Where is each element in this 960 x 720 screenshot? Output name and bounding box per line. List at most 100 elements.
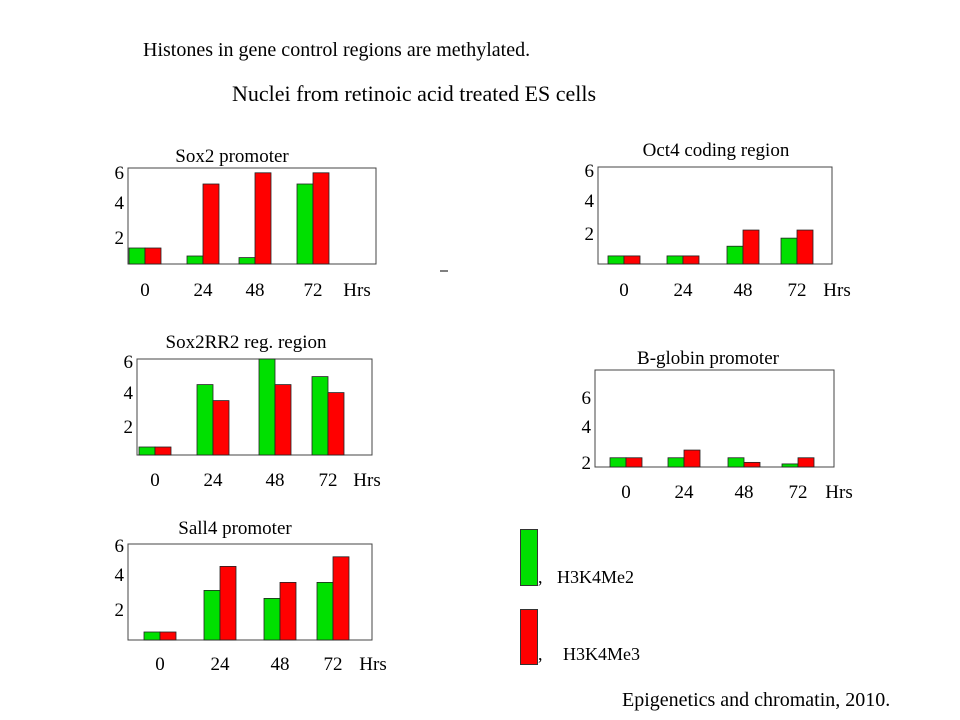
bar-h3k4me3-24: [683, 449, 701, 468]
bar-h3k4me2-72: [316, 582, 334, 641]
y-tick-label: 6: [582, 388, 592, 409]
bar-h3k4me3-0: [144, 247, 162, 265]
x-tick-label: 24: [211, 654, 231, 675]
y-tick-label: 4: [582, 417, 592, 438]
bar-h3k4me2-0: [143, 631, 161, 641]
bar-h3k4me3-72: [332, 556, 350, 641]
x-tick-label: 72: [304, 280, 323, 301]
bar-h3k4me3-0: [159, 631, 177, 641]
bar-h3k4me2-0: [128, 247, 146, 265]
x-tick-label: 48: [271, 654, 290, 675]
bar-h3k4me2-72: [296, 183, 314, 265]
y-tick-label: 2: [115, 600, 125, 621]
plot-frame: [594, 369, 835, 468]
y-tick-label: 2: [124, 417, 134, 438]
y-tick-label: 4: [585, 191, 595, 212]
x-unit-label: Hrs: [343, 280, 370, 301]
x-tick-label: 72: [789, 482, 808, 503]
y-tick-label: 6: [115, 536, 125, 557]
bar-h3k4me2-24: [196, 384, 214, 456]
chart-title: B-globin promoter: [637, 348, 780, 369]
citation: Epigenetics and chromatin, 2010.: [622, 689, 891, 711]
bar-h3k4me3-72: [797, 457, 815, 468]
bar-h3k4me2-0: [607, 255, 625, 265]
x-tick-label: 0: [150, 470, 160, 491]
bar-h3k4me2-48: [726, 245, 744, 265]
y-tick-label: 6: [585, 161, 595, 182]
bar-h3k4me3-24: [219, 566, 237, 641]
chart-title: Oct4 coding region: [643, 140, 790, 161]
x-tick-label: 24: [674, 280, 694, 301]
bar-h3k4me2-0: [138, 446, 156, 456]
plot-frame: [136, 358, 373, 456]
bar-h3k4me3-0: [625, 457, 643, 468]
x-tick-label: 0: [140, 280, 150, 301]
y-tick-label: 6: [124, 352, 134, 373]
x-tick-label: 0: [155, 654, 165, 675]
bar-h3k4me3-24: [202, 183, 220, 265]
plot-frame: [597, 166, 833, 265]
x-unit-label: Hrs: [825, 482, 852, 503]
legend-comma-h3k4me3: ,: [538, 644, 543, 664]
x-tick-label: 0: [621, 482, 631, 503]
legend-label-h3k4me2: H3K4Me2: [557, 567, 634, 587]
x-tick-label: 72: [788, 280, 807, 301]
legend-comma-h3k4me2: ,: [538, 567, 543, 587]
legend-label-h3k4me3: H3K4Me3: [563, 644, 640, 664]
bar-h3k4me2-48: [238, 257, 256, 265]
bar-h3k4me3-24: [682, 255, 700, 265]
bar-h3k4me2-24: [186, 255, 204, 265]
bar-h3k4me2-72: [311, 376, 329, 456]
bar-h3k4me3-48: [254, 172, 272, 265]
x-tick-label: 48: [266, 470, 285, 491]
bar-h3k4me2-24: [203, 590, 221, 641]
plot-frame: [127, 167, 377, 265]
bar-h3k4me2-48: [263, 598, 281, 641]
bar-h3k4me3-48: [743, 461, 761, 468]
bar-h3k4me3-72: [312, 172, 330, 265]
legend-swatch-h3k4me2: [520, 529, 538, 586]
page-subtitle: Nuclei from retinoic acid treated ES cel…: [232, 81, 597, 106]
x-tick-label: 48: [734, 280, 753, 301]
chart-title: Sox2RR2 reg. region: [166, 332, 327, 353]
x-tick-label: 0: [619, 280, 629, 301]
y-tick-label: 2: [585, 224, 595, 245]
bar-h3k4me2-72: [781, 463, 799, 468]
bar-h3k4me2-48: [258, 358, 276, 456]
x-tick-label: 48: [735, 482, 754, 503]
legend-swatch-h3k4me3: [520, 609, 538, 665]
bar-h3k4me3-0: [154, 446, 172, 456]
bar-h3k4me3-48: [742, 229, 760, 265]
bar-h3k4me3-0: [623, 255, 641, 265]
x-tick-label: 72: [324, 654, 343, 675]
y-tick-label: 4: [115, 193, 125, 214]
plot-frame: [127, 543, 373, 641]
bar-h3k4me3-48: [274, 384, 292, 456]
y-tick-label: 4: [124, 383, 134, 404]
y-tick-label: 2: [582, 453, 592, 474]
x-unit-label: Hrs: [353, 470, 380, 491]
bar-h3k4me3-72: [796, 229, 814, 265]
y-tick-label: 6: [115, 163, 125, 184]
bar-h3k4me2-24: [667, 457, 685, 468]
x-tick-label: 24: [204, 470, 224, 491]
bar-h3k4me2-0: [609, 457, 627, 468]
chart-title: Sall4 promoter: [178, 518, 292, 539]
x-tick-label: 24: [194, 280, 214, 301]
x-unit-label: Hrs: [359, 654, 386, 675]
chart-title: Sox2 promoter: [175, 146, 289, 167]
x-unit-label: Hrs: [823, 280, 850, 301]
y-tick-label: 4: [115, 565, 125, 586]
bar-h3k4me3-24: [212, 400, 230, 456]
page-title: Histones in gene control regions are met…: [143, 39, 531, 61]
bar-h3k4me2-24: [666, 255, 684, 265]
x-tick-label: 48: [246, 280, 265, 301]
bar-h3k4me3-48: [279, 582, 297, 641]
bar-h3k4me2-48: [727, 457, 745, 468]
